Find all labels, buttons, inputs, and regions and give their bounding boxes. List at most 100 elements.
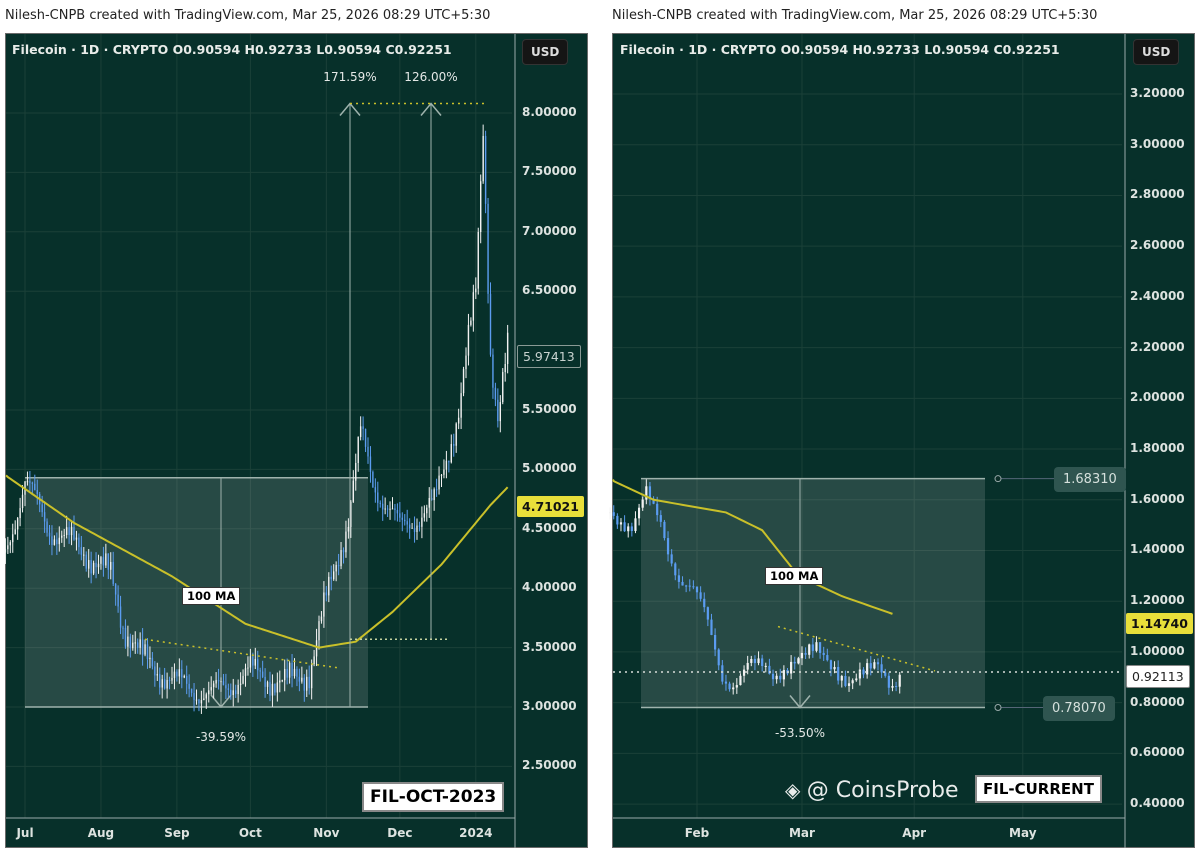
- candle-body: [840, 675, 843, 681]
- chart-credit-left: Nilesh-CNPB created with TradingView.com…: [5, 8, 491, 23]
- candle-body: [797, 658, 800, 664]
- candle-body: [325, 592, 328, 596]
- candle-body: [345, 531, 347, 553]
- candle-body: [313, 656, 315, 665]
- candle-body: [418, 525, 421, 527]
- candle-body: [252, 656, 254, 666]
- candle-body: [303, 677, 305, 691]
- symbol-legend-left: Filecoin · 1D · CRYPTO O0.90594 H0.92733…: [12, 42, 452, 57]
- candle-body: [308, 676, 310, 689]
- candle-body: [887, 675, 890, 688]
- candle-body: [695, 586, 699, 593]
- currency-button-right[interactable]: USD: [1133, 39, 1180, 65]
- candle-body: [829, 660, 833, 670]
- candle-body: [274, 683, 276, 693]
- x-tick-label: Apr: [902, 826, 927, 840]
- candle-body: [26, 481, 29, 483]
- candle-body: [222, 681, 225, 686]
- candle-body: [122, 627, 124, 629]
- candle-body: [239, 683, 242, 685]
- candle-body: [154, 666, 156, 676]
- candle-body: [129, 636, 132, 649]
- candle-body: [105, 553, 107, 566]
- candle-body: [502, 372, 504, 403]
- candle-body: [137, 642, 139, 648]
- candle-body: [333, 571, 335, 580]
- candle-body: [717, 649, 720, 666]
- ma-price-tag-right: 1.14740: [1126, 613, 1193, 634]
- x-tick-label: Oct: [238, 826, 262, 840]
- candle-body: [648, 486, 652, 499]
- ma-price-tag-left: 4.71021: [517, 496, 584, 517]
- candle-body: [761, 658, 764, 667]
- y-tick-label: 3.00000: [522, 699, 577, 713]
- candle-body: [16, 518, 19, 530]
- candle-body: [114, 583, 117, 595]
- candle-body: [847, 683, 851, 686]
- y-tick-label: 4.50000: [522, 520, 577, 535]
- y-tick-label: 1.00000: [1130, 643, 1185, 658]
- candle-body: [34, 483, 36, 491]
- candle-body: [804, 652, 807, 655]
- candle-body: [768, 665, 771, 674]
- chart-title-left: FIL-OCT-2023: [362, 782, 505, 812]
- candle-body: [161, 679, 163, 688]
- candle-body: [203, 698, 205, 701]
- candle-body: [435, 489, 438, 491]
- y-tick-label: 3.50000: [522, 639, 577, 654]
- candle-body: [399, 513, 401, 518]
- candle-body: [244, 668, 247, 676]
- candle-body: [753, 659, 757, 664]
- down-arrow-icon: [210, 694, 232, 709]
- candle-body: [163, 679, 166, 689]
- candle-body: [440, 474, 443, 476]
- candle-body: [90, 560, 92, 574]
- candle-body: [306, 676, 308, 691]
- candle-body: [494, 387, 497, 400]
- candle-body: [168, 680, 171, 682]
- candle-body: [58, 537, 60, 545]
- candle-body: [482, 135, 484, 182]
- candle-body: [342, 550, 345, 553]
- candle-body: [833, 666, 836, 670]
- candle-body: [645, 486, 648, 500]
- chart-title-right: FIL-CURRENT: [975, 775, 1102, 803]
- x-tick-label: Sep: [164, 826, 190, 840]
- level-handle: [994, 704, 1002, 712]
- candle-body: [844, 675, 847, 686]
- candle-body: [276, 682, 279, 693]
- candle-body: [78, 537, 80, 548]
- candle-body: [492, 354, 494, 388]
- candle-body: [210, 687, 212, 691]
- y-tick-label: 3.20000: [1130, 86, 1185, 100]
- last-price-tag-left: 5.97413: [517, 345, 581, 368]
- candle-body: [291, 662, 293, 677]
- candle-body: [186, 675, 188, 684]
- candle-body: [139, 639, 141, 648]
- x-tick-label: Feb: [684, 826, 710, 840]
- candle-body: [88, 560, 90, 569]
- y-tick-label: 2.50000: [522, 758, 577, 773]
- candle-body: [866, 663, 869, 675]
- candle-body: [489, 293, 492, 355]
- candle-body: [855, 678, 858, 681]
- candle-body: [124, 627, 127, 647]
- chart-panel-left[interactable]: [5, 33, 588, 848]
- measure-range-box: [641, 478, 985, 708]
- candle-body: [227, 688, 230, 690]
- candle-body: [134, 642, 136, 644]
- candle-body: [448, 460, 450, 463]
- watermark-text: @ CoinsProbe: [806, 778, 959, 803]
- candle-body: [92, 562, 95, 574]
- candle-body: [462, 369, 465, 394]
- candle-body: [51, 536, 53, 545]
- candle-body: [811, 644, 814, 651]
- ma-label-right: 100 MA: [765, 567, 824, 585]
- y-tick-label: 2.80000: [1130, 187, 1185, 202]
- ma-100-line: [612, 479, 893, 615]
- candle-body: [616, 515, 619, 525]
- candle-body: [421, 517, 423, 527]
- currency-button-left[interactable]: USD: [522, 39, 569, 65]
- candle-body: [374, 487, 377, 493]
- candle-body: [102, 557, 105, 566]
